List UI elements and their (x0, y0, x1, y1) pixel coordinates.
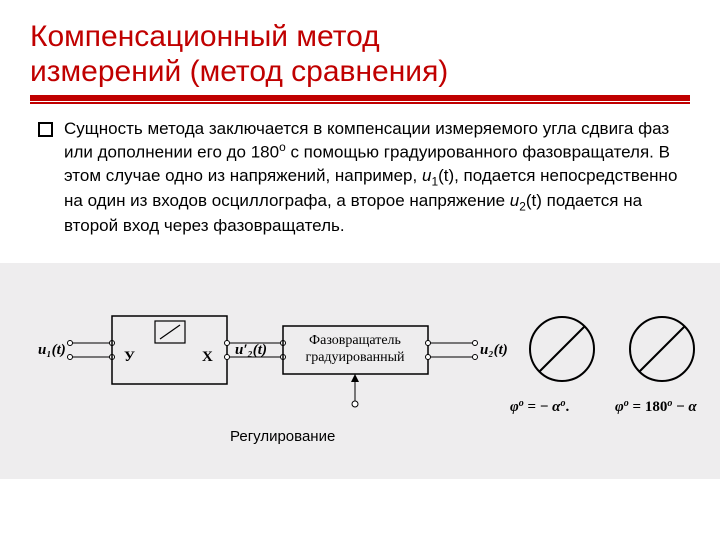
body-paragraph: Сущность метода заключается в компенсаци… (30, 118, 690, 237)
diagram-area: u₁(t) У Х u′₂(t) Фазовращатель градуиров… (0, 263, 720, 479)
label-Y: У (124, 349, 135, 365)
diagram-svg: u₁(t) У Х u′₂(t) Фазовращатель градуиров… (0, 281, 720, 461)
body-sub2: 2 (519, 199, 526, 213)
label-u2t: u₂(t) (480, 342, 508, 358)
label-X: Х (202, 349, 213, 365)
title-line-2: измерений (метод сравнения) (30, 55, 448, 88)
formula-1: φо = − αо. (510, 398, 569, 415)
phase-shifter-l2: градуированный (305, 350, 405, 365)
slide-title: Компенсационный метод измерений (метод с… (30, 20, 690, 89)
label-u1t: u₁(t) (38, 342, 66, 358)
title-rule-thick (30, 95, 690, 101)
phase-shifter-l1: Фазовращатель (309, 333, 401, 348)
label-reg: Регулирование (230, 428, 335, 445)
formula-2: φо = 180о − α (615, 398, 697, 415)
title-line-1: Компенсационный метод (30, 20, 380, 53)
body-u2: u (510, 191, 519, 210)
body-deg: о (279, 140, 286, 154)
label-u2pt: u′₂(t) (235, 342, 267, 358)
title-rule-thin (30, 102, 690, 104)
bullet-icon (38, 122, 53, 137)
